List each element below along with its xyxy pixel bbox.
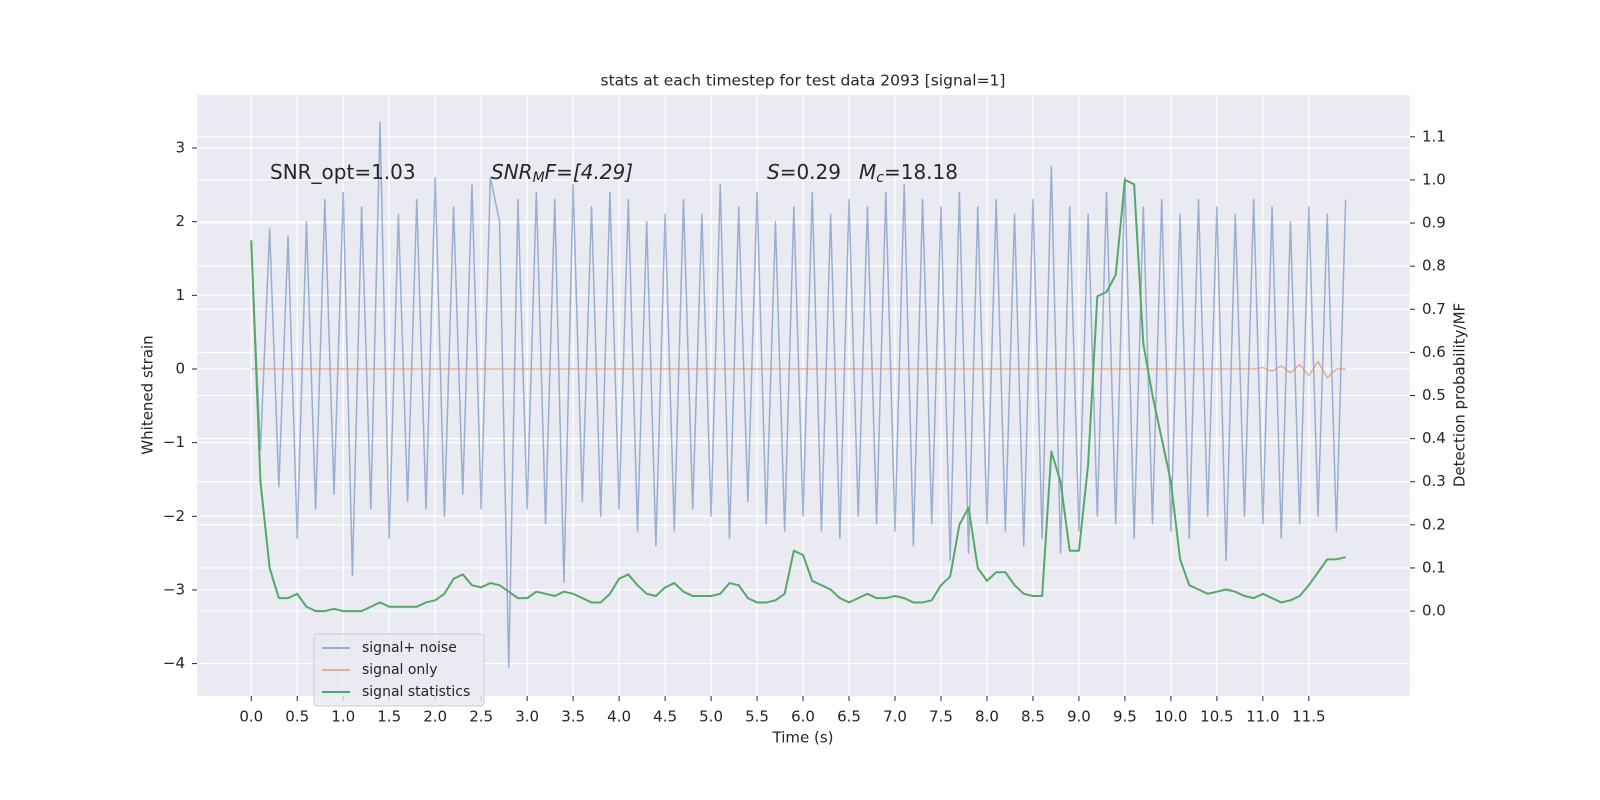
x-tick-label: 9.5 (1113, 708, 1137, 726)
series-line (251, 360, 1346, 379)
legend-label: signal only (362, 662, 437, 678)
annotation: SNR_opt=1.03 (270, 160, 416, 184)
series-line (250, 121, 1347, 669)
legend-label: signal statistics (362, 684, 470, 700)
y2-tick-label: 0.1 (1422, 558, 1446, 576)
x-tick-label: 2.0 (423, 708, 447, 726)
x-tick-label: 7.5 (929, 708, 953, 726)
x-tick-label: 10.5 (1200, 708, 1233, 726)
y2-tick-label: 1.0 (1422, 170, 1446, 188)
x-tick-label: 5.5 (745, 708, 769, 726)
y2-tick-label: 1.1 (1422, 127, 1446, 145)
y-tick-label: −4 (163, 654, 185, 672)
y-axis-label: Whitened strain (139, 335, 157, 454)
legend-box (313, 633, 485, 707)
y2-tick-label: 0.2 (1422, 515, 1446, 533)
y2-tick-label: 0.5 (1422, 386, 1446, 404)
y2-tick-label: 0.8 (1422, 257, 1446, 275)
annotation: SNRMF=[4.29] (491, 160, 633, 187)
x-tick-label: 0.5 (285, 708, 309, 726)
annotation-part: =0.29 (780, 160, 841, 184)
x-tick-label: 4.0 (607, 708, 631, 726)
annotation: Mc=18.18 (859, 160, 958, 187)
x-tick-label: 11.0 (1246, 708, 1279, 726)
legend-label: signal+ noise (362, 640, 457, 656)
x-tick-label: 3.0 (515, 708, 539, 726)
series-line (250, 178, 1346, 613)
y2-tick-label: 0.3 (1422, 472, 1446, 490)
y2-tick-label: 0.4 (1422, 429, 1446, 447)
x-axis-label: Time (s) (772, 729, 834, 747)
x-tick-label: 3.5 (561, 708, 585, 726)
x-tick-label: 2.5 (469, 708, 493, 726)
y-tick-label: −2 (163, 507, 185, 525)
y2-tick-label: 0.6 (1422, 343, 1446, 361)
annotation-part: F=[4.29] (545, 160, 633, 184)
x-tick-label: 8.5 (1021, 708, 1045, 726)
annotation-part: S (767, 160, 780, 184)
y2-tick-label: 0.0 (1422, 602, 1446, 620)
y-tick-label: 2 (175, 212, 185, 230)
y2-tick-label: 0.7 (1422, 300, 1446, 318)
y2-axis-label: Detection probability/MF (1451, 303, 1469, 487)
y-tick-label: −3 (163, 580, 185, 598)
y-tick-label: 0 (175, 359, 185, 377)
x-tick-label: 6.0 (791, 708, 815, 726)
annotation: S=0.29 (767, 160, 841, 184)
annotation-part: =18.18 (884, 160, 958, 184)
x-tick-label: 10.0 (1154, 708, 1187, 726)
y-tick-label: 3 (175, 139, 185, 157)
annotation-sub: c (876, 170, 884, 186)
x-tick-label: 5.0 (699, 708, 723, 726)
annotation-part: M (859, 160, 876, 184)
x-tick-label: 0.0 (239, 708, 263, 726)
y-tick-label: −1 (163, 433, 185, 451)
x-tick-label: 8.0 (975, 708, 999, 726)
y-tick-label: 1 (175, 286, 185, 304)
y2-tick-label: 0.9 (1422, 214, 1446, 232)
chart-title: stats at each timestep for test data 209… (601, 72, 1006, 90)
x-tick-label: 7.0 (883, 708, 907, 726)
x-tick-label: 1.5 (377, 708, 401, 726)
x-tick-label: 1.0 (331, 708, 355, 726)
x-tick-label: 6.5 (837, 708, 861, 726)
x-tick-label: 11.5 (1292, 708, 1325, 726)
annotation-sub: M (533, 170, 545, 186)
x-tick-label: 4.5 (653, 708, 677, 726)
annotation-part: SNR_opt=1.03 (270, 160, 416, 184)
x-tick-label: 9.0 (1067, 708, 1091, 726)
annotation-part: SNR (491, 160, 533, 184)
